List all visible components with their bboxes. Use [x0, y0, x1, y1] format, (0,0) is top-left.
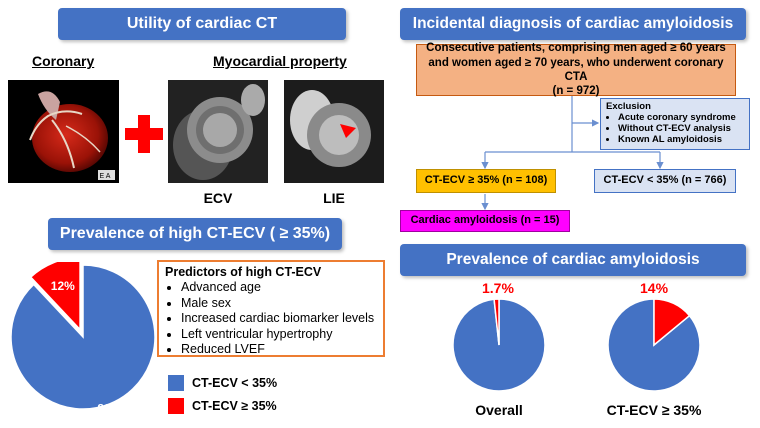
- predictors-title: Predictors of high CT-ECV: [165, 265, 322, 279]
- ecv-slice-graphic: [168, 80, 268, 183]
- legend-swatch-blue: [168, 375, 184, 391]
- legend-label: CT-ECV < 35%: [192, 376, 278, 390]
- predictors-box: Predictors of high CT-ECV Advanced age M…: [157, 260, 385, 357]
- legend-swatch-red: [168, 398, 184, 414]
- exclusion-item: Without CT-ECV analysis: [618, 123, 744, 134]
- heart-render-graphic: E A: [29, 91, 115, 180]
- exclusion-list: Acute coronary syndrome Without CT-ECV a…: [606, 112, 744, 145]
- overall-amyloidosis-pie: [452, 298, 546, 392]
- cohort-box: Consecutive patients, comprising men age…: [416, 42, 736, 98]
- coronary-ct-image: E A: [8, 80, 119, 183]
- utility-title: Utility of cardiac CT: [58, 8, 346, 40]
- pie-slice-minor: [493, 298, 500, 346]
- overall-percent-label: 1.7%: [482, 280, 514, 296]
- high-ecv-box: CT-ECV ≥ 35% (n = 108): [416, 169, 556, 193]
- predictor-item: Left ventricular hypertrophy: [181, 327, 377, 343]
- plus-icon: [125, 115, 163, 153]
- lie-image: [284, 80, 384, 183]
- pie-label-major: 88%: [97, 402, 121, 412]
- lie-slice-graphic: [284, 80, 384, 183]
- pie-label-minor: 12%: [51, 279, 75, 293]
- high-ecv-amyloidosis-pie: [607, 298, 701, 392]
- myocardial-label: Myocardial property: [213, 53, 347, 69]
- lie-caption: LIE: [323, 190, 345, 206]
- ecv-caption: ECV: [203, 190, 233, 206]
- predictor-item: Advanced age: [181, 280, 377, 296]
- exclusion-title: Exclusion: [606, 101, 651, 112]
- exclusion-box: Exclusion Acute coronary syndrome Withou…: [600, 98, 750, 150]
- predictor-item: Increased cardiac biomarker levels: [181, 311, 377, 327]
- exclusion-item: Known AL amyloidosis: [618, 134, 744, 145]
- high-ecv-caption: CT-ECV ≥ 35%: [606, 402, 702, 418]
- ecv-map-image: [168, 80, 268, 183]
- predictor-item: Reduced LVEF: [181, 342, 377, 358]
- prevalence-high-ecv-title: Prevalence of high CT-ECV ( ≥ 35%): [48, 218, 342, 250]
- cohort-line-1: Consecutive patients, comprising men age…: [426, 42, 726, 55]
- cohort-line-3: (n = 972): [552, 85, 600, 98]
- predictor-item: Male sex: [181, 296, 377, 312]
- red-arrow-marker: [340, 124, 356, 138]
- high-ecv-percent-label: 14%: [640, 280, 669, 296]
- prevalence-amyloidosis-title: Prevalence of cardiac amyloidosis: [400, 244, 746, 276]
- prevalence-high-ecv-pie: 88% 12%: [10, 262, 156, 412]
- legend-high-ecv: CT-ECV ≥ 35%: [168, 398, 277, 414]
- legend-low-ecv: CT-ECV < 35%: [168, 375, 277, 391]
- cardiac-amyloidosis-box: Cardiac amyloidosis (n = 15): [400, 210, 570, 232]
- legend-label: CT-ECV ≥ 35%: [192, 399, 277, 413]
- incidental-diagnosis-title: Incidental diagnosis of cardiac amyloido…: [400, 8, 746, 40]
- cohort-line-2: and women aged ≥ 70 years, who underwent…: [428, 56, 724, 83]
- coronary-label: Coronary: [32, 53, 95, 69]
- overall-caption: Overall: [475, 402, 523, 418]
- pie-slice-major: [10, 264, 156, 410]
- low-ecv-box: CT-ECV < 35% (n = 766): [594, 169, 736, 193]
- image-corner-text: E A: [100, 173, 111, 180]
- predictors-list: Advanced age Male sex Increased cardiac …: [165, 280, 377, 358]
- pie-slice-minor: [29, 262, 81, 332]
- pie-slice-minor: [653, 298, 691, 347]
- exclusion-item: Acute coronary syndrome: [618, 112, 744, 123]
- flow-connectors: [481, 96, 664, 211]
